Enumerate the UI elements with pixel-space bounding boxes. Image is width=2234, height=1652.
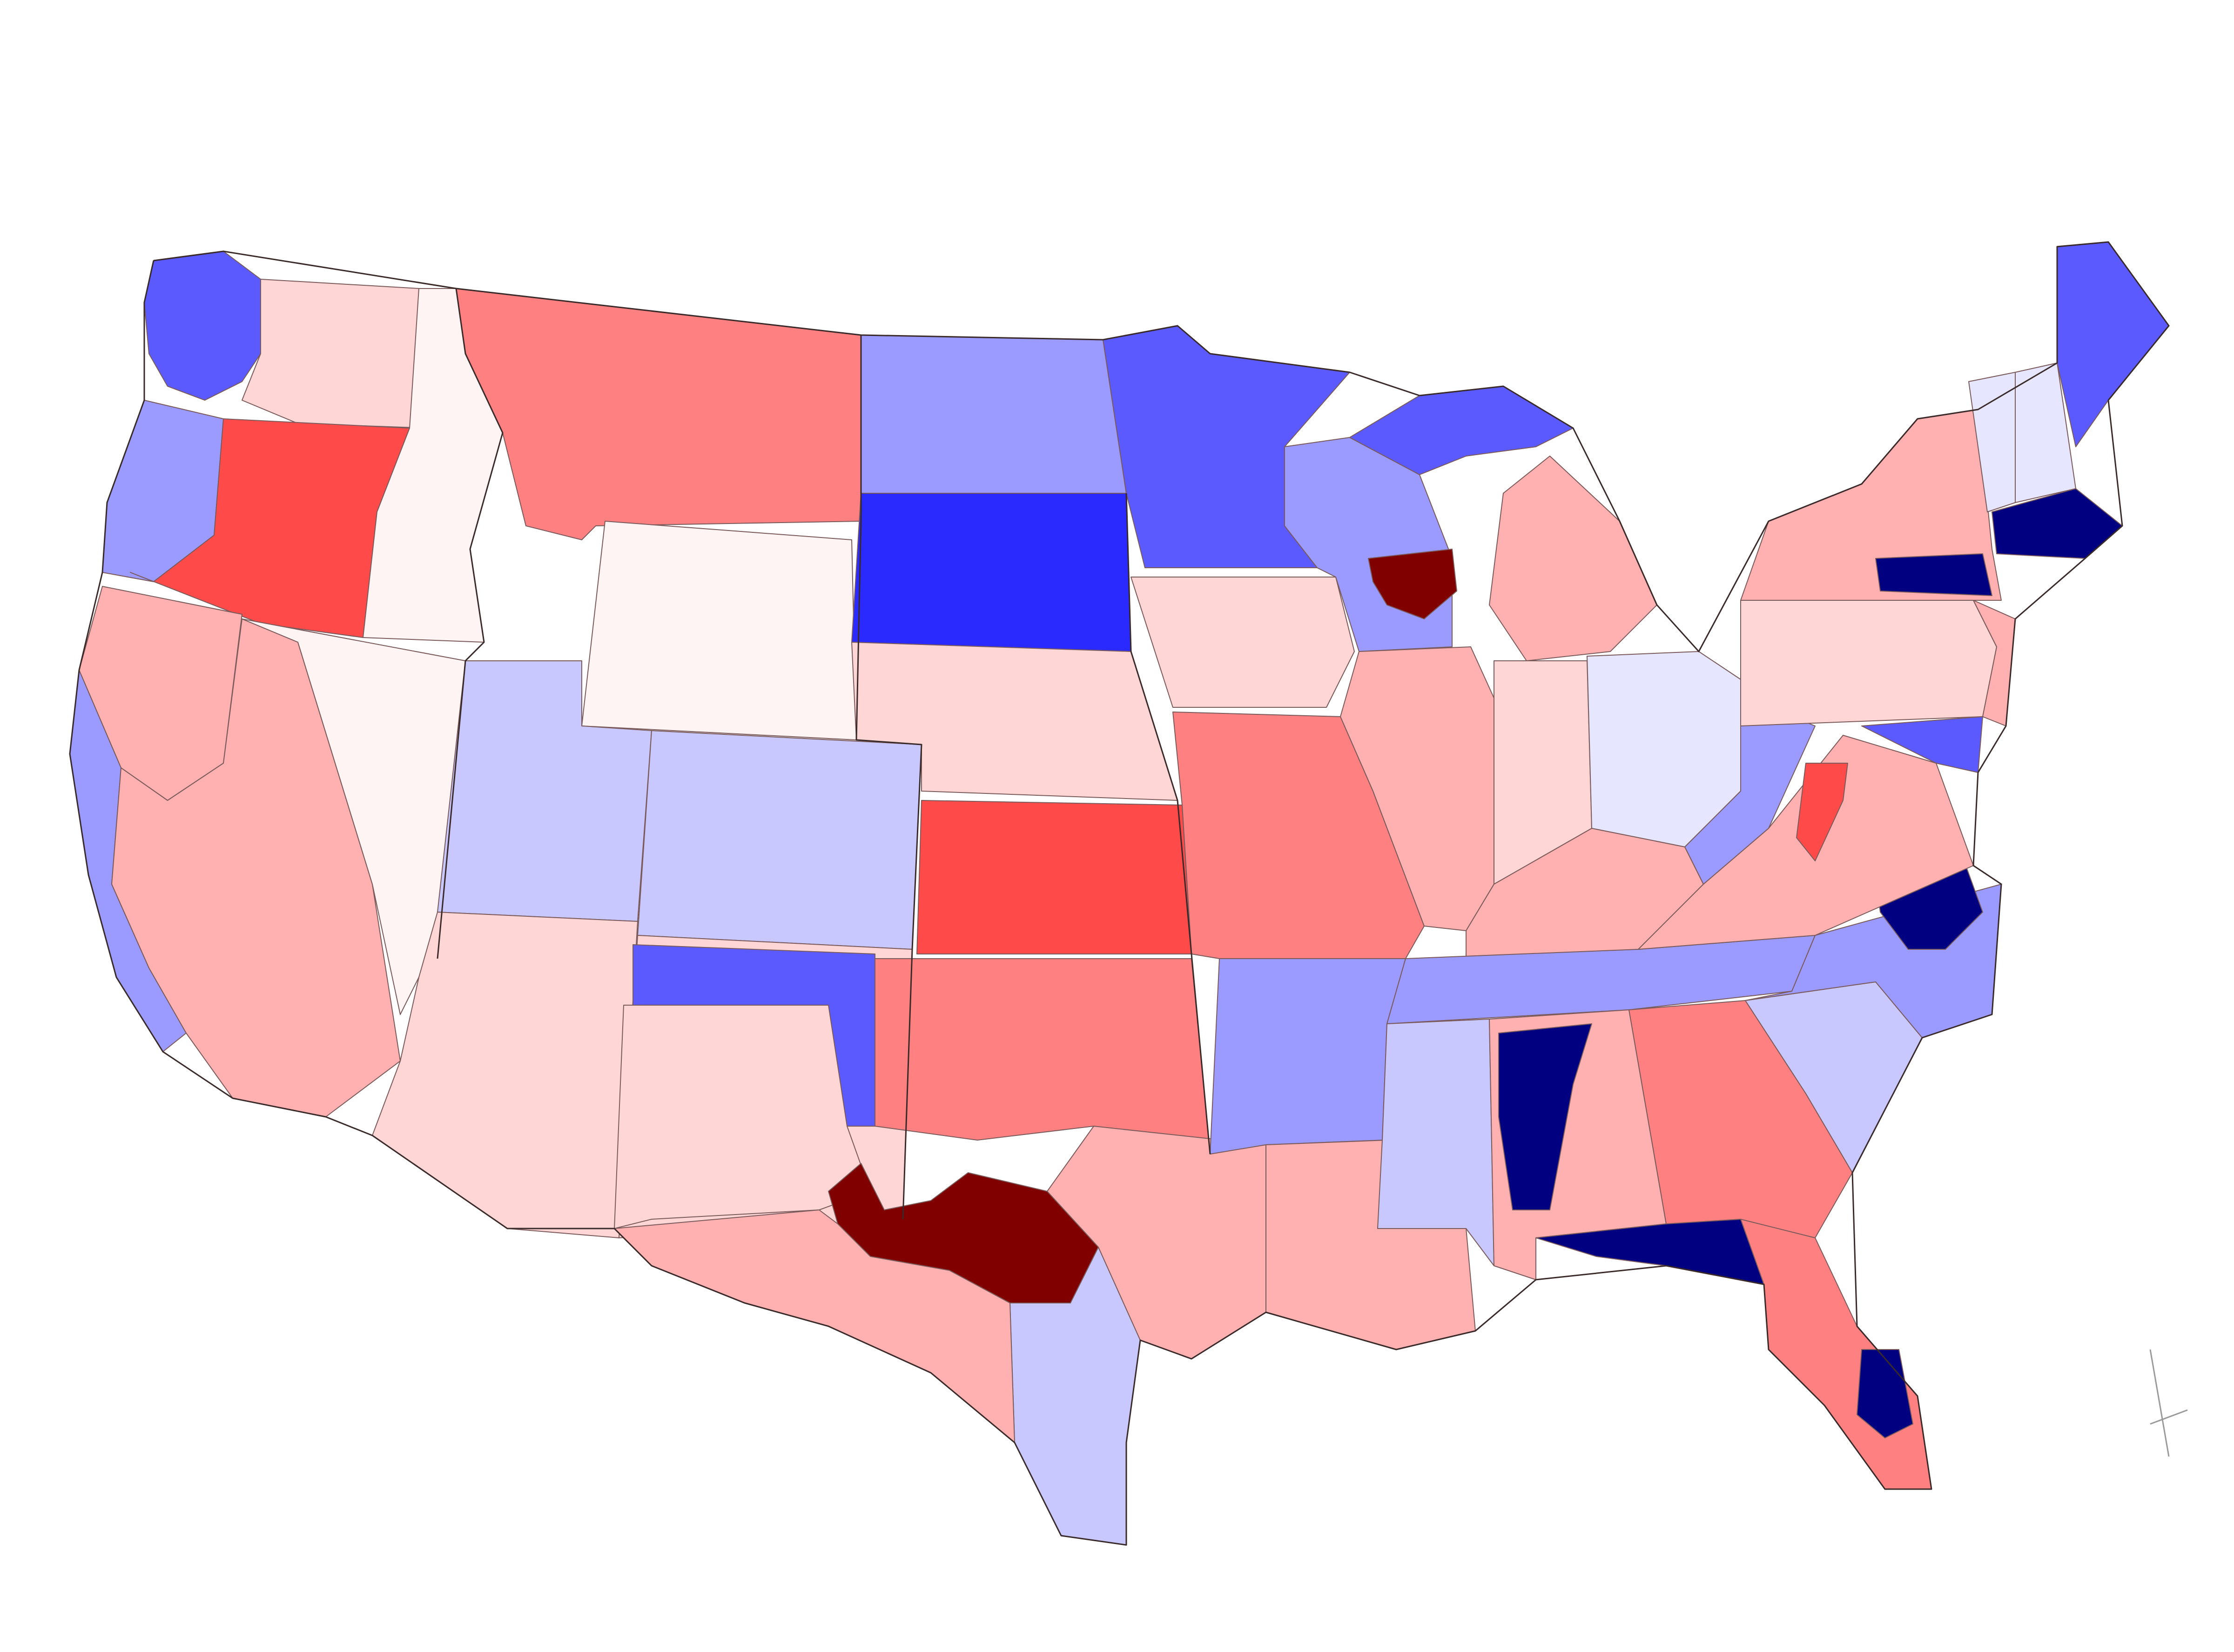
north-arrow-marks [2149,1349,2188,1457]
region-virginia-west [1796,763,1848,861]
region-kansas [916,800,1192,954]
region-north-dakota [861,335,1127,494]
region-maryland [1861,716,1983,773]
region-montana [456,288,861,540]
border-west-vertical [437,288,504,959]
region-colorado [637,730,922,950]
north-arrow-horizontal [2150,1409,2188,1425]
region-oklahoma [875,958,1211,1155]
state-borders [69,241,2170,1546]
region-south-dakota [851,493,1131,652]
region-new-jersey [1973,600,2016,726]
region-wyoming [581,521,857,740]
border-outline [69,241,2170,1546]
north-arrow-vertical [2149,1349,2170,1457]
region-arkansas [1210,958,1406,1155]
region-wisconsin-east [1368,549,1457,619]
border-mississippi-river [1125,493,1211,1155]
region-washington-east [242,279,429,429]
districts-layer [69,242,2169,1545]
region-michigan-lower [1489,456,1657,661]
region-iowa [1130,577,1355,708]
region-florida-south [1857,1349,1913,1438]
region-alabama-north [1498,1023,1592,1210]
region-maine [2057,242,2169,447]
region-washington-west [144,251,261,401]
region-connecticut [1875,553,1992,596]
region-florida [1740,1219,1932,1490]
region-pennsylvania [1740,600,1997,726]
region-mississippi [1377,1019,1494,1266]
border-central-vertical [855,335,922,1220]
